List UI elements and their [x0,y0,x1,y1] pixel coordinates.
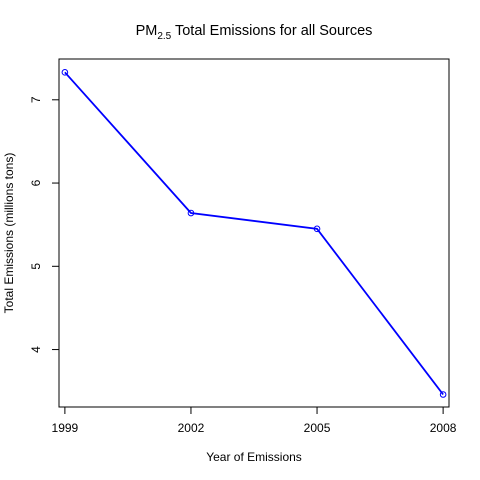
chart-title-suffix: Total Emissions for all Sources [171,23,372,39]
y-axis: 4 5 6 7 [29,96,60,353]
data-point [187,209,195,217]
x-tick-label: 1999 [52,421,79,435]
x-tick-label: 2008 [430,421,457,435]
data-point [439,391,447,398]
y-axis-label: Total Emissions (millions tons) [2,153,16,314]
chart-title-subscript: 2.5 [157,31,171,42]
x-axis-label: Year of Emissions [206,450,302,464]
series-line [64,71,444,396]
series-layer [61,69,447,398]
x-axis: 1999 2002 2005 2008 [52,406,457,435]
chart-title-prefix: PM [136,23,158,39]
y-tick-label: 4 [29,346,43,353]
x-tick-label: 2002 [178,421,205,435]
chart-title: PM2.5 Total Emissions for all Sources [136,23,373,42]
y-tick-label: 5 [29,263,43,270]
y-tick-label: 6 [29,179,43,186]
x-tick-label: 2005 [304,421,331,435]
data-point [313,225,321,233]
y-tick-label: 7 [29,96,43,103]
data-point [61,69,69,76]
